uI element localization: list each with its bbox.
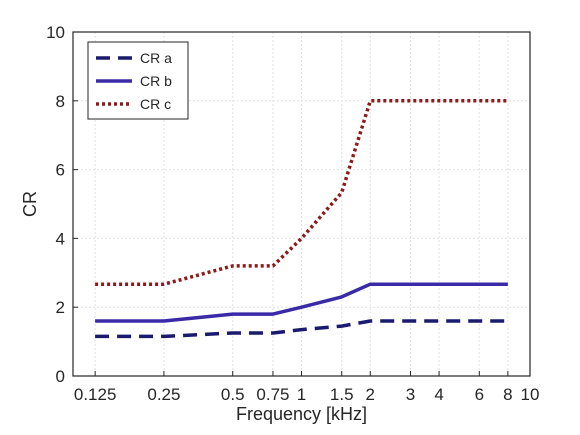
legend-label: CR a [140,50,172,66]
x-tick-label: 4 [434,385,443,404]
y-axis-label: CR [20,191,40,217]
y-tick-label: 0 [56,367,65,386]
x-tick-label: 0.5 [221,385,245,404]
y-tick-label: 4 [56,229,65,248]
series-line-cr-a [95,319,508,339]
x-tick-label: 2 [366,385,375,404]
x-tick-label: 8 [503,385,512,404]
y-tick-label: 10 [46,23,65,42]
x-tick-label: 0.25 [147,385,180,404]
x-axis-label: Frequency [kHz] [236,404,367,424]
x-tick-label: 3 [406,385,415,404]
x-tick-label: 10 [521,385,540,404]
y-tick-label: 2 [56,298,65,317]
x-tick-label: 6 [475,385,484,404]
series-lines [95,99,508,339]
x-tick-label: 1.5 [330,385,354,404]
legend-label: CR b [140,73,172,89]
legend: CR a CR b CR c [87,41,189,120]
x-tick-label: 0.125 [74,385,117,404]
x-tick-label: 1 [297,385,306,404]
x-tick-label: 0.75 [256,385,289,404]
series-line-cr-c [95,99,508,286]
legend-label: CR c [140,96,171,112]
y-tick-label: 8 [56,92,65,111]
series-line-cr-b [95,282,508,323]
y-tick-label: 6 [56,161,65,180]
